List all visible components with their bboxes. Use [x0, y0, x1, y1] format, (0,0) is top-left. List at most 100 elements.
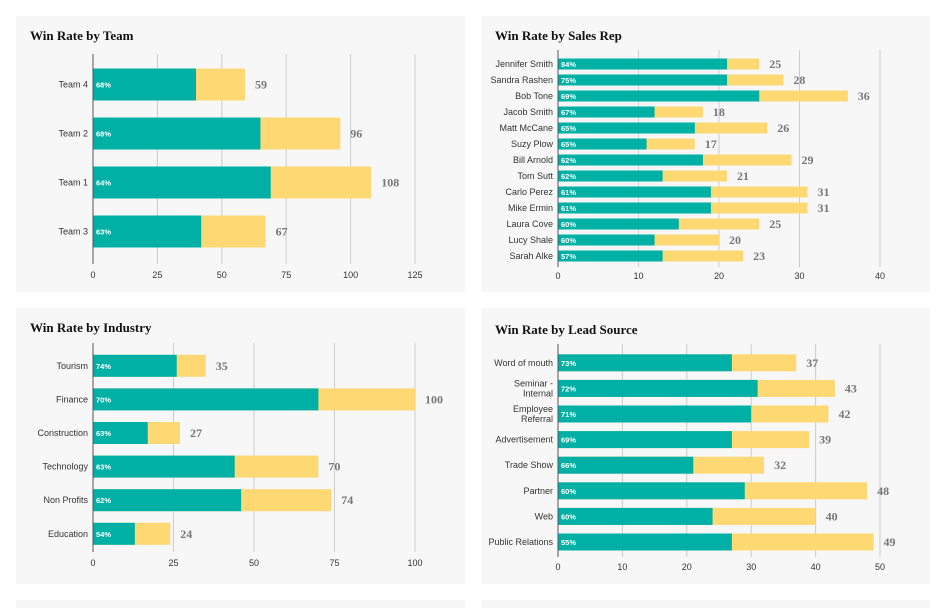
total-value-label: 59	[255, 78, 267, 92]
category-label: Team 2	[58, 129, 88, 139]
total-value-label: 36	[858, 89, 870, 103]
win-rate-label: 67%	[561, 108, 576, 117]
bar-won	[93, 422, 148, 444]
chart-title: Win Rate by Sales Rep	[495, 28, 622, 43]
bar-won	[93, 489, 242, 512]
win-rate-label: 60%	[561, 487, 576, 496]
win-rate-label: 61%	[561, 204, 576, 213]
bar-won	[558, 250, 663, 262]
win-rate-label: 57%	[561, 252, 576, 261]
chart-win-rate-by-sales-rep: 84% 25 Jennifer Smith 75% 28 Sandra Rashen 69%…	[490, 50, 885, 281]
bar-won	[558, 482, 745, 500]
category-label: Internal	[523, 388, 553, 398]
category-label: Web	[535, 511, 553, 521]
win-rate-label: 65%	[561, 140, 576, 149]
category-label: Public Relations	[488, 537, 553, 547]
total-value-label: 20	[729, 233, 741, 247]
category-label: Education	[48, 529, 88, 539]
chart-win-rate-by-lead-source: 73% 37 Word of mouth 72% 43 Seminar -Internal…	[488, 344, 896, 572]
category-label: Sandra Rashen	[490, 75, 553, 85]
win-rate-label: 69%	[561, 92, 576, 101]
bar-won	[558, 533, 732, 551]
total-value-label: 17	[705, 137, 717, 151]
total-value-label: 32	[774, 458, 786, 472]
category-label: Seminar -	[514, 378, 553, 388]
total-value-label: 48	[877, 484, 889, 498]
total-value-label: 27	[190, 426, 202, 440]
total-value-label: 37	[806, 356, 818, 370]
category-label: Word of mouth	[494, 358, 553, 368]
x-tick-label: 0	[555, 562, 560, 572]
bar-won	[558, 431, 732, 449]
win-rate-label: 71%	[561, 410, 576, 419]
win-rate-label: 54%	[96, 530, 111, 539]
x-tick-label: 100	[343, 270, 358, 280]
total-value-label: 43	[845, 381, 857, 395]
x-tick-label: 100	[407, 558, 422, 568]
x-tick-label: 75	[329, 558, 339, 568]
category-label: Construction	[37, 428, 88, 438]
win-rate-label: 70%	[96, 395, 111, 404]
category-label: Laura Cove	[506, 219, 553, 229]
x-tick-label: 10	[633, 271, 643, 281]
next-panel-right-edge	[481, 600, 930, 608]
x-tick-label: 25	[152, 270, 162, 280]
category-label: Team 3	[58, 227, 88, 237]
bar-won	[93, 522, 135, 545]
bar-won	[558, 456, 694, 474]
chart-win-rate-by-team: 68% 59 Team 4 68% 96 Team 2 64% 108 Team 1 63% 67 T…	[58, 54, 423, 280]
bar-won	[93, 68, 197, 101]
bar-won	[558, 58, 728, 70]
category-label: Non Profits	[43, 495, 88, 505]
category-label: Technology	[42, 462, 88, 472]
total-value-label: 18	[713, 105, 725, 119]
total-value-label: 39	[819, 433, 831, 447]
category-label: Bob Tone	[515, 91, 553, 101]
total-value-label: 23	[753, 249, 765, 263]
x-tick-label: 40	[811, 562, 821, 572]
total-value-label: 108	[381, 176, 399, 190]
panel-win-rate-by-lead-source: Win Rate by Lead Source 73% 37 Word of mou…	[481, 308, 930, 584]
win-rate-label: 55%	[561, 538, 576, 547]
x-tick-label: 30	[794, 271, 804, 281]
x-tick-label: 10	[617, 562, 627, 572]
total-value-label: 74	[341, 493, 353, 507]
x-tick-label: 25	[168, 558, 178, 568]
bar-won	[93, 166, 271, 199]
total-value-label: 100	[425, 392, 443, 406]
win-rate-label: 84%	[561, 60, 576, 69]
win-rate-label: 63%	[96, 228, 111, 237]
bar-won	[558, 154, 703, 166]
total-value-label: 25	[769, 57, 781, 71]
bar-won	[558, 405, 752, 423]
category-label: Trade Show	[505, 460, 554, 470]
bar-won	[558, 106, 655, 118]
bar-won	[558, 218, 679, 230]
x-tick-label: 30	[746, 562, 756, 572]
x-tick-label: 125	[407, 270, 422, 280]
win-rate-label: 63%	[96, 429, 111, 438]
total-value-label: 35	[216, 359, 228, 373]
win-rate-label: 75%	[561, 76, 576, 85]
category-label: Tourism	[56, 361, 88, 371]
bar-won	[558, 170, 663, 182]
category-label: Suzy Plow	[511, 139, 554, 149]
bar-won	[93, 354, 177, 377]
category-label: Jennifer Smith	[495, 59, 553, 69]
category-label: Tom Sutt	[517, 171, 553, 181]
win-rate-label: 74%	[96, 362, 111, 371]
chart-title: Win Rate by Industry	[30, 320, 152, 335]
panel-win-rate-by-industry: Win Rate by Industry 74% 35 Tourism 70% 100 F…	[16, 308, 465, 584]
category-label: Carlo Perez	[505, 187, 553, 197]
category-label: Jacob Smith	[503, 107, 553, 117]
bar-won	[93, 388, 319, 411]
x-tick-label: 0	[90, 558, 95, 568]
total-value-label: 31	[818, 185, 830, 199]
total-value-label: 29	[801, 153, 813, 167]
win-rate-label: 68%	[96, 130, 111, 139]
x-tick-label: 20	[682, 562, 692, 572]
bar-won	[558, 234, 655, 246]
win-rate-label: 68%	[96, 81, 111, 90]
win-rate-label: 64%	[96, 179, 111, 188]
category-label: Finance	[56, 394, 88, 404]
